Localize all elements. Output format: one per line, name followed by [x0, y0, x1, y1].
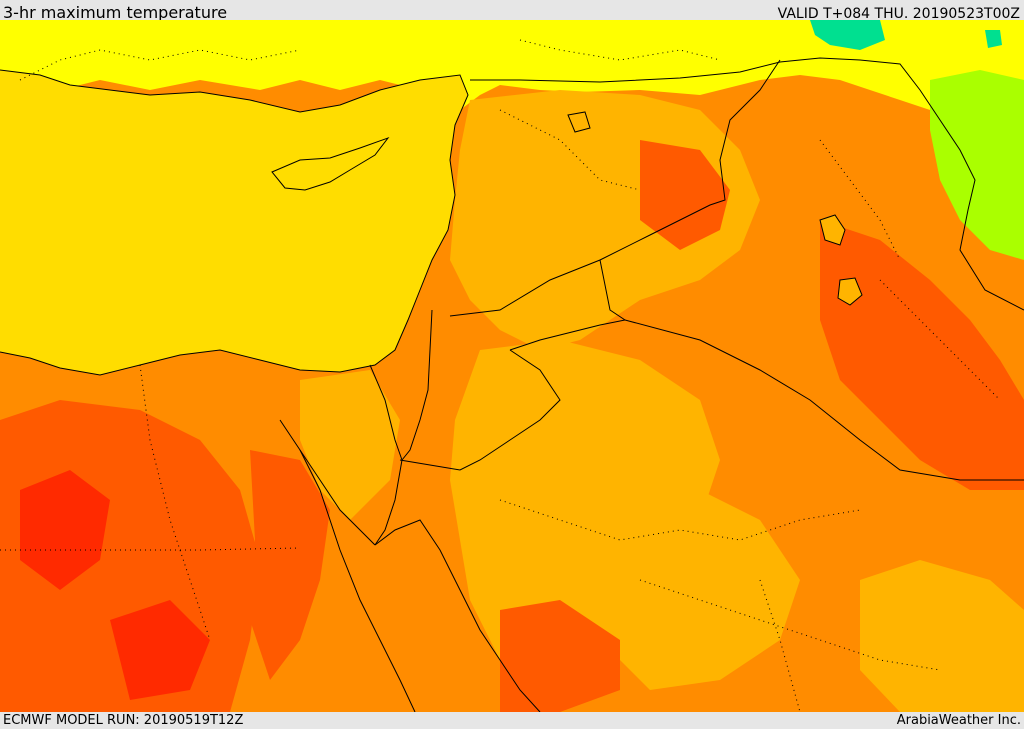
field-teal-top: [810, 20, 885, 50]
field-dark-orange-2: [250, 450, 330, 680]
credit: ArabiaWeather Inc.: [896, 713, 1021, 728]
field-dark-orange-3: [640, 140, 730, 250]
map-title: 3-hr maximum temperature: [3, 3, 228, 22]
field-light-orange-3: [600, 490, 800, 690]
header-bar: 3-hr maximum temperature VALID T+084 THU…: [0, 0, 1024, 22]
field-red-1: [20, 470, 110, 590]
valid-time: VALID T+084 THU. 20190523T00Z: [777, 6, 1020, 22]
province-boundaries: [0, 39, 1001, 712]
field-teal-small: [985, 30, 1002, 48]
field-light-orange-4: [860, 560, 1024, 712]
model-run: ECMWF MODEL RUN: 20190519T12Z: [3, 713, 244, 728]
lake-2: [837, 277, 863, 306]
field-light-orange-5: [300, 370, 400, 520]
lake-3: [567, 111, 591, 133]
field-dark-orange-mesopotamia: [820, 220, 1024, 490]
temperature-map: [0, 20, 1024, 712]
lake-1: [819, 214, 846, 246]
field-dark-orange-east: [500, 600, 620, 712]
field-green-ne: [930, 70, 1024, 260]
mediterranean-sea: [0, 70, 468, 375]
footer-bar: ECMWF MODEL RUN: 20190519T12Z ArabiaWeat…: [0, 712, 1024, 729]
cyprus: [271, 136, 390, 191]
map-canvas: [0, 20, 1024, 712]
field-red-2: [110, 600, 210, 700]
field-light-orange-2: [450, 340, 720, 680]
country-borders: [0, 57, 1024, 712]
